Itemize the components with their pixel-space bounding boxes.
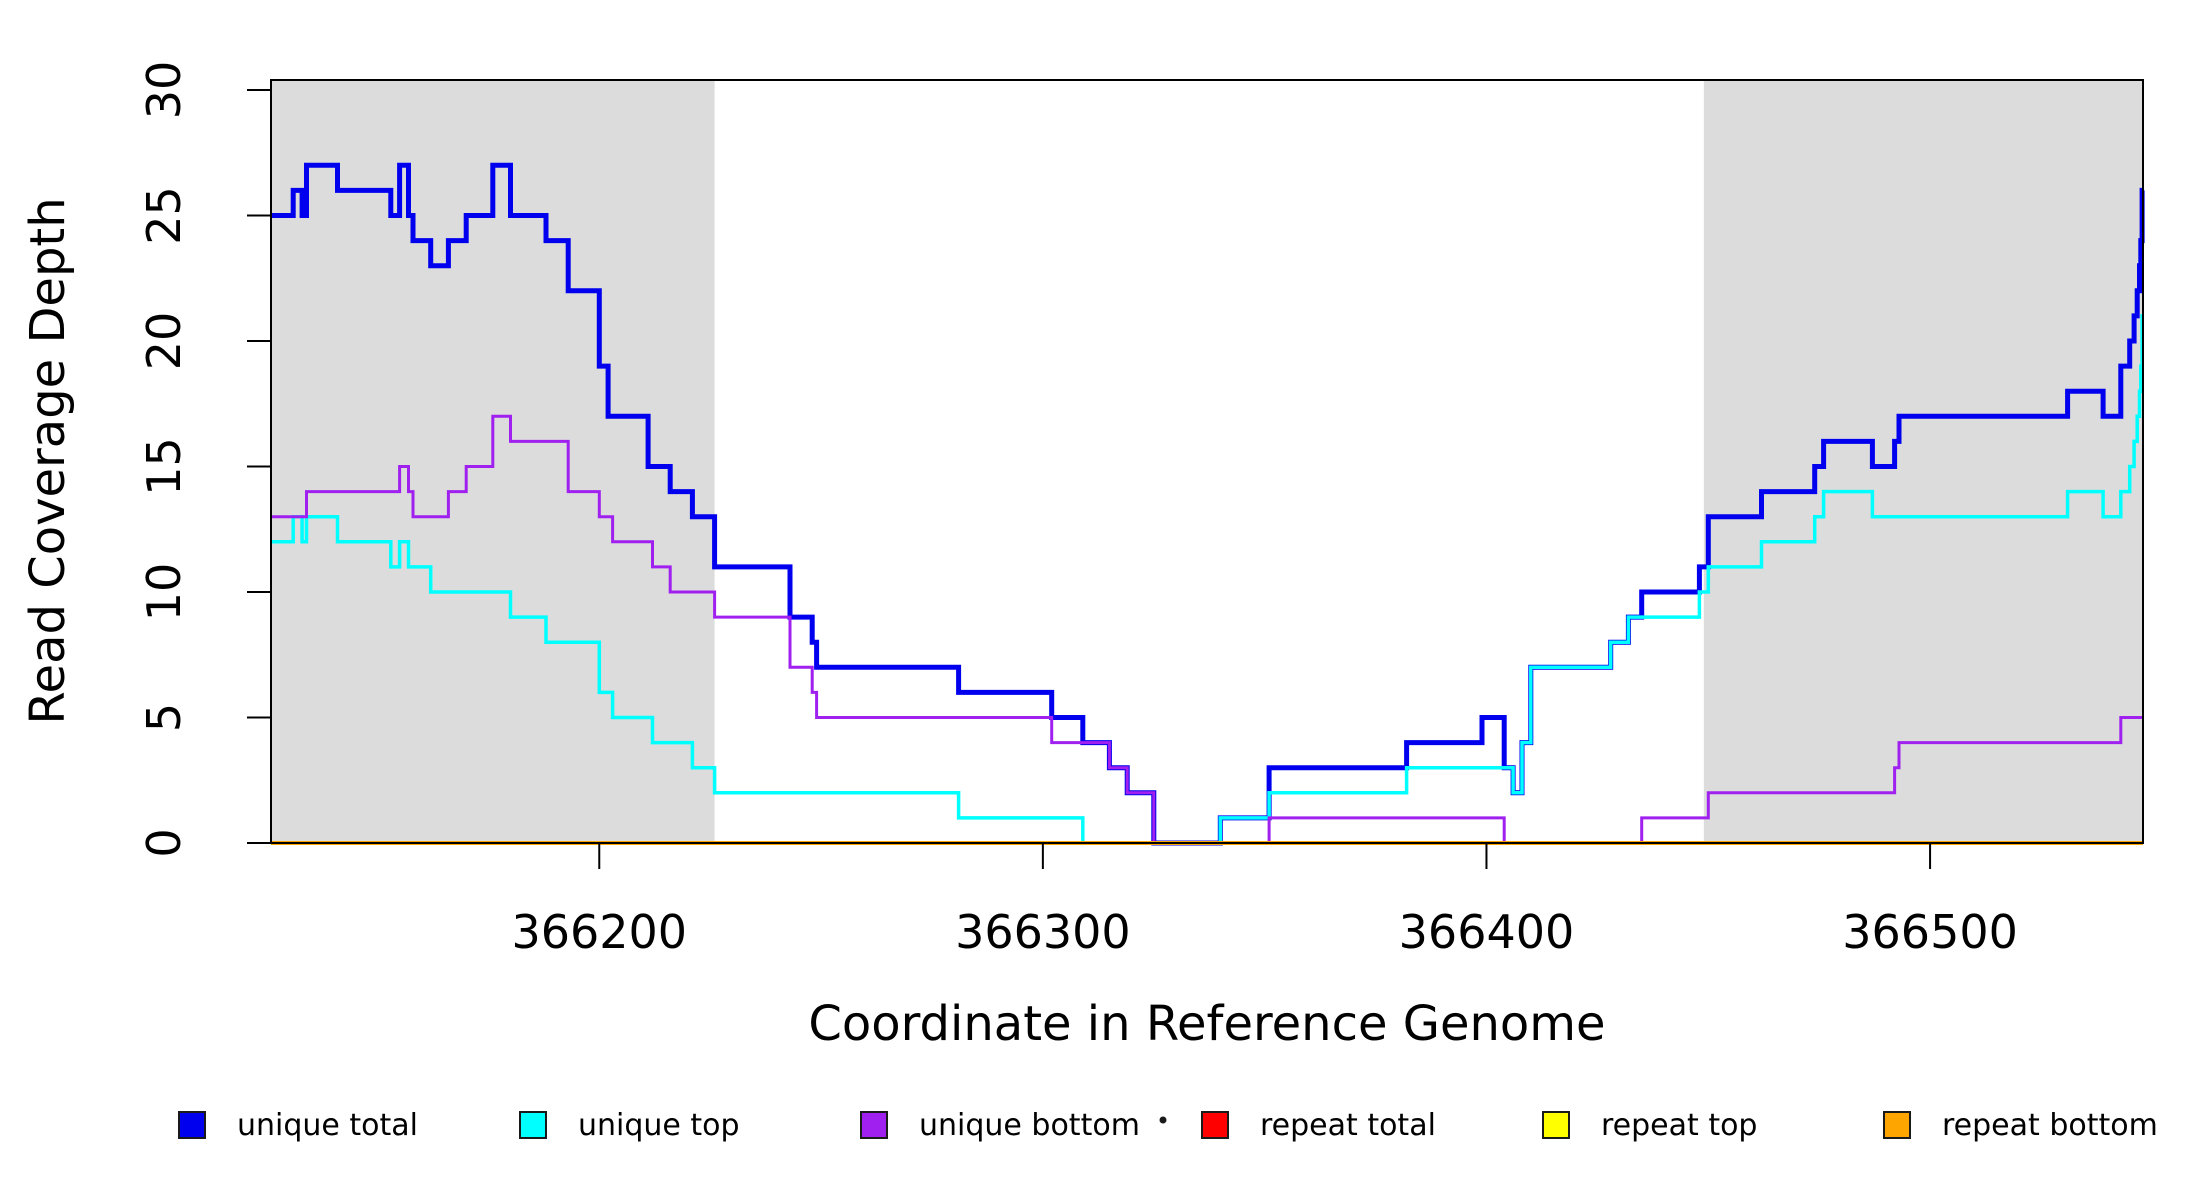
legend-swatch — [1542, 1111, 1570, 1139]
x-axis-title: Coordinate in Reference Genome — [808, 996, 1605, 1052]
y-tick-label: 30 — [137, 61, 191, 120]
legend: unique total unique top unique bottom repea… — [178, 1108, 2158, 1143]
stray-dot — [1159, 1116, 1167, 1124]
y-tick-label: 20 — [137, 312, 191, 371]
y-axis-title: Read Coverage Depth — [20, 197, 76, 724]
legend-label: unique bottom — [919, 1108, 1140, 1143]
legend-label: repeat bottom — [1942, 1108, 2158, 1143]
shaded-bands-group — [271, 80, 2143, 843]
legend-label: repeat top — [1601, 1108, 1757, 1143]
legend-swatch — [519, 1111, 547, 1139]
legend-item-unique-total: unique total — [178, 1108, 418, 1143]
x-tick-label: 366200 — [511, 905, 687, 959]
plot-border — [270, 79, 2144, 844]
legend-swatch — [860, 1111, 888, 1139]
shaded-region — [1703, 80, 2143, 843]
legend-item-repeat-top: repeat top — [1542, 1108, 1757, 1143]
series-line-unique-bottom — [271, 414, 2143, 845]
y-tick-label: 15 — [137, 437, 191, 496]
x-tick-label: 366300 — [955, 905, 1131, 959]
y-tick-label: 0 — [137, 828, 191, 857]
legend-item-repeat-total: repeat total — [1201, 1108, 1436, 1143]
legend-label: repeat total — [1260, 1108, 1436, 1143]
legend-swatch — [1883, 1111, 1911, 1139]
legend-swatch — [1201, 1111, 1229, 1139]
extras-group — [1159, 1116, 1167, 1124]
plot-frame-group — [270, 79, 2144, 844]
x-tick-label: 366400 — [1399, 905, 1575, 959]
y-tick-label: 10 — [137, 563, 191, 622]
legend-item-unique-top: unique top — [519, 1108, 740, 1143]
series-line-unique-top — [271, 314, 2144, 845]
axis-ticks-group: 366200 366300 366400 366500 0 5 10 15 20 25 30 — [137, 61, 2018, 959]
y-tick-label: 25 — [137, 186, 191, 245]
y-tick-label: 5 — [137, 703, 191, 732]
legend-swatch — [178, 1111, 206, 1139]
legend-item-repeat-bottom: repeat bottom — [1883, 1108, 2158, 1143]
legend-label: unique total — [237, 1108, 418, 1143]
legend-label: unique top — [578, 1108, 740, 1143]
x-tick-label: 366500 — [1842, 905, 2018, 959]
legend-item-unique-bottom: unique bottom — [860, 1108, 1140, 1143]
